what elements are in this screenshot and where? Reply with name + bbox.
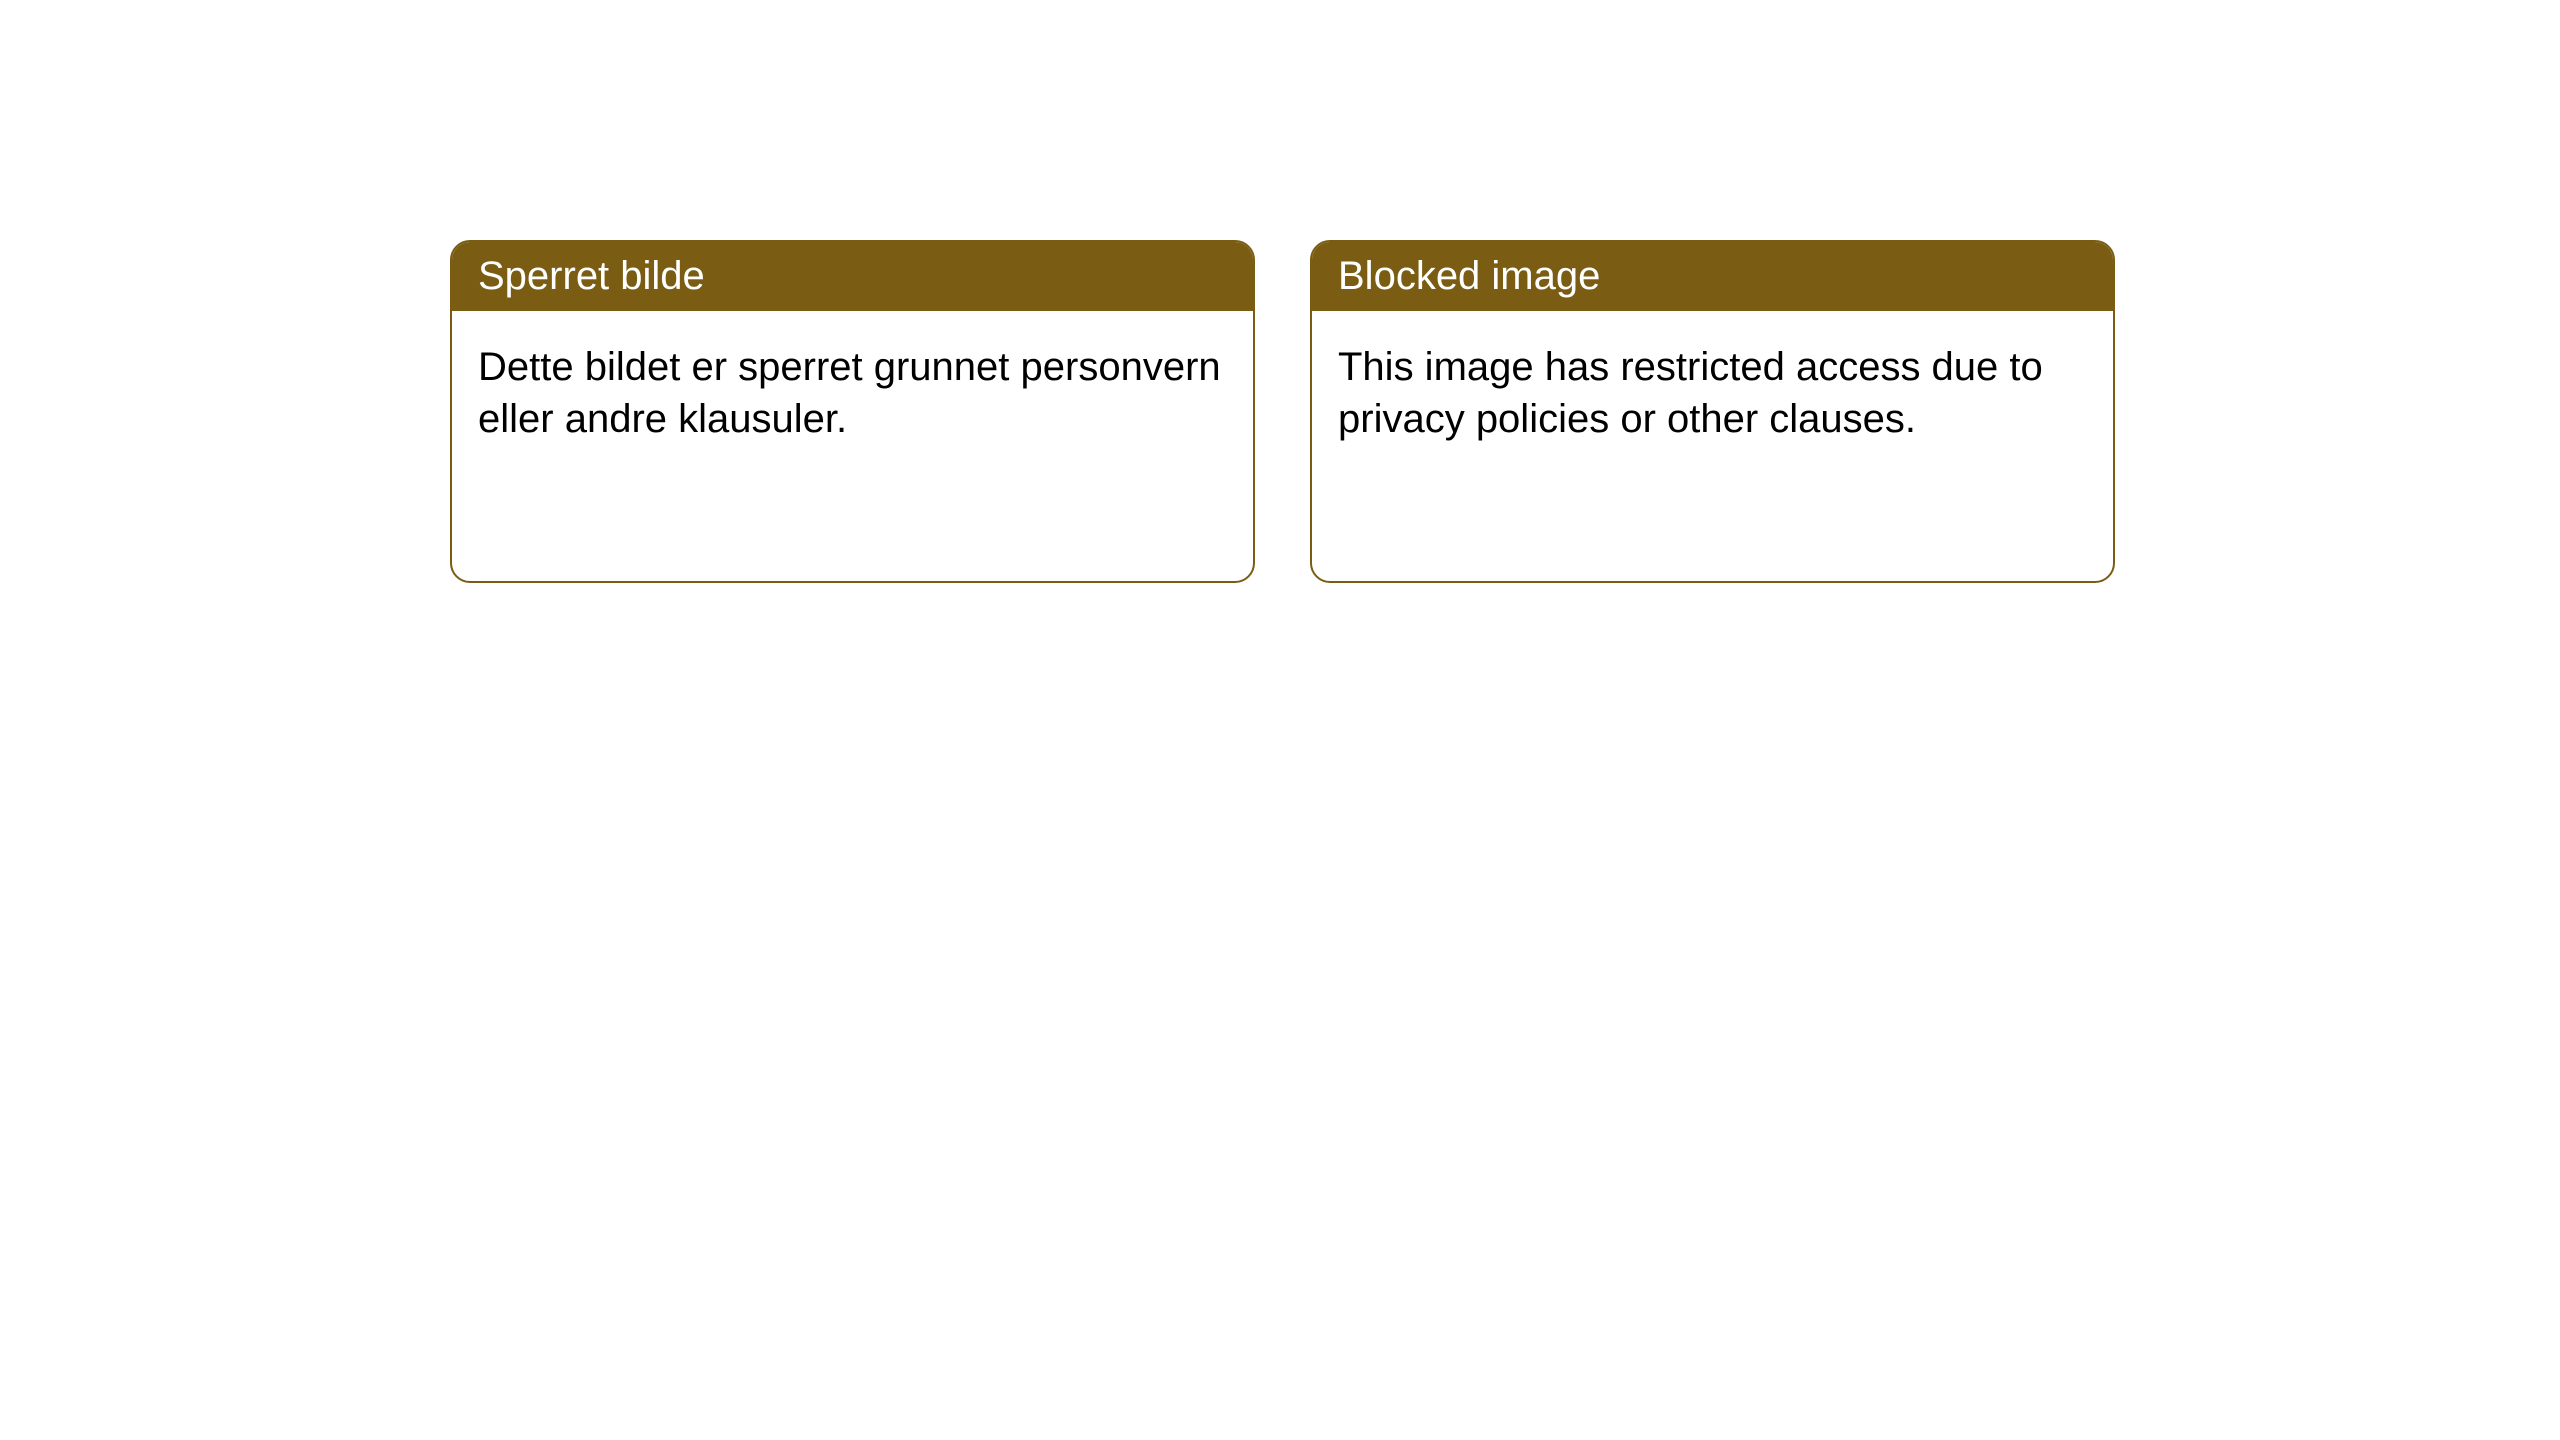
notice-card-english: Blocked image This image has restricted … bbox=[1310, 240, 2115, 583]
card-title: Blocked image bbox=[1338, 254, 1600, 298]
card-title: Sperret bilde bbox=[478, 254, 705, 298]
card-header-english: Blocked image bbox=[1312, 242, 2113, 311]
notice-cards-container: Sperret bilde Dette bildet er sperret gr… bbox=[450, 240, 2560, 583]
notice-card-norwegian: Sperret bilde Dette bildet er sperret gr… bbox=[450, 240, 1255, 583]
card-body-norwegian: Dette bildet er sperret grunnet personve… bbox=[452, 311, 1253, 581]
card-header-norwegian: Sperret bilde bbox=[452, 242, 1253, 311]
card-message: This image has restricted access due to … bbox=[1338, 345, 2043, 441]
card-body-english: This image has restricted access due to … bbox=[1312, 311, 2113, 581]
card-message: Dette bildet er sperret grunnet personve… bbox=[478, 345, 1221, 441]
